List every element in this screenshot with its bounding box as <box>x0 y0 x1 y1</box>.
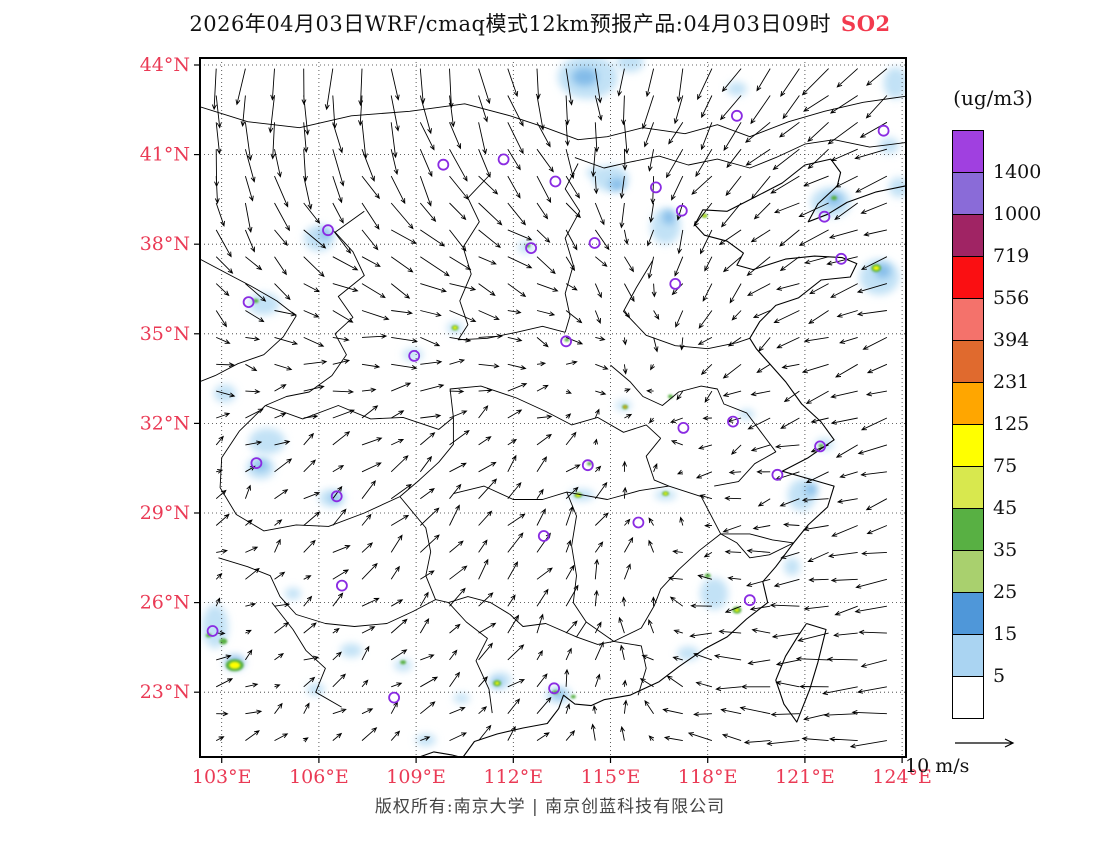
colorbar-cell <box>953 508 983 550</box>
city-marker-Fuzhou <box>743 594 756 607</box>
so2-shading-layer <box>202 58 906 746</box>
lat-label: 23°N <box>140 681 190 703</box>
city-marker-Chengdu <box>250 457 263 470</box>
colorbar-tick-label: 45 <box>993 497 1018 519</box>
colorbar-unit: (ug/m3) <box>953 86 1033 110</box>
colorbar-cell <box>953 466 983 508</box>
lat-label: 41°N <box>140 144 190 166</box>
lat-label: 35°N <box>140 323 190 345</box>
colorbar-cell <box>953 214 983 256</box>
colorbar-tick-label: 125 <box>993 413 1030 435</box>
colorbar-cell <box>953 131 983 172</box>
city-marker-Baotou <box>437 158 450 171</box>
city-marker-Shenyang <box>877 124 890 137</box>
lon-axis-labels: 103°E 106°E 109°E 112°E 115°E 118°E 121°E 124°E <box>192 766 932 788</box>
colorbar-cell <box>953 256 983 298</box>
city-marker-Kunming <box>206 625 219 637</box>
lon-label: 112°E <box>483 766 543 788</box>
lon-label: 124°E <box>872 766 932 788</box>
city-marker-Beijing <box>650 181 662 194</box>
colorbar-cell <box>953 634 983 676</box>
lat-label: 44°N <box>140 54 190 76</box>
lon-label: 115°E <box>581 766 641 788</box>
city-marker-Nanning <box>388 691 401 704</box>
city-marker-Taiyuan <box>525 242 537 255</box>
city-marker-Shanghai <box>814 440 826 453</box>
city-marker-Hohhot <box>497 153 510 166</box>
wind-scale-arrow <box>955 738 1015 748</box>
map-frame <box>194 57 907 763</box>
lon-label: 106°E <box>289 766 349 788</box>
lat-label: 32°N <box>140 412 190 434</box>
page-title: 2026年04月03日WRF/cmaq模式12km预报产品:04月03日09时 S… <box>0 8 1080 38</box>
lat-axis-labels: 44°N 41°N 38°N 35°N 32°N 29°N 26°N 23°N <box>140 54 190 703</box>
colorbar-tick-label: 15 <box>993 623 1018 645</box>
colorbar: 1400 1000 719 556 394 231 125 75 45 35 25 15 5 <box>952 130 1041 719</box>
colorbar-cell <box>953 382 983 424</box>
lon-label: 118°E <box>678 766 738 788</box>
city-marker-Guiyang <box>335 579 348 592</box>
colorbar-cell <box>953 172 983 214</box>
city-marker-Hangzhou <box>771 468 784 481</box>
colorbar-tick-label: 394 <box>993 329 1030 351</box>
wind-scale-label: 10 m/s <box>905 755 970 777</box>
lon-label: 103°E <box>192 766 252 788</box>
lat-label: 38°N <box>140 233 190 255</box>
city-marker-Chifeng <box>731 109 743 122</box>
colorbar-cell <box>953 676 983 718</box>
colorbar-tick-label: 719 <box>993 245 1030 267</box>
city-marker-Lanzhou <box>242 296 255 309</box>
lon-label: 109°E <box>386 766 446 788</box>
colorbar-tick-label: 25 <box>993 581 1018 603</box>
colorbar-tick-label: 1000 <box>993 203 1042 225</box>
lat-label: 26°N <box>140 592 190 614</box>
city-marker-Wuhan <box>581 459 594 472</box>
colorbar-tick-label: 5 <box>993 665 1006 687</box>
city-marker-Hefei <box>677 421 690 434</box>
colorbar-cell <box>953 340 983 382</box>
city-markers <box>206 109 890 704</box>
grid-lines <box>200 58 906 757</box>
city-marker-Shijiazhuang <box>588 237 601 249</box>
city-marker-Weihai <box>835 252 848 265</box>
copyright: 版权所有:南京大学 | 南京创蓝科技有限公司 <box>374 797 726 817</box>
city-marker-Zhengzhou <box>560 335 572 348</box>
wind-arrows-layer <box>211 68 888 749</box>
colorbar-tick-label: 75 <box>993 455 1018 477</box>
city-marker-Dalian <box>818 210 831 223</box>
colorbar-cell <box>953 550 983 592</box>
colorbar-tick-label: 1400 <box>993 161 1042 183</box>
city-marker-Changsha <box>537 530 550 542</box>
city-marker-Guangzhou <box>548 682 560 695</box>
city-marker-Tianjin <box>675 204 688 217</box>
city-marker-Jinan <box>669 277 682 290</box>
colorbar-cell <box>953 298 983 340</box>
city-marker-Chongqing <box>330 490 343 503</box>
colorbar-cell <box>953 592 983 634</box>
city-marker-Nanjing <box>727 415 739 428</box>
colorbar-tick-label: 231 <box>993 371 1030 393</box>
colorbar-tick-label: 556 <box>993 287 1030 309</box>
city-marker-Nanchang <box>632 516 645 529</box>
city-marker-Xian <box>408 349 421 362</box>
city-marker-Datong <box>549 175 562 188</box>
lon-label: 121°E <box>775 766 835 788</box>
colorbar-tick-label: 35 <box>993 539 1018 561</box>
city-marker-Yinchuan <box>322 224 334 237</box>
lat-label: 29°N <box>140 502 190 524</box>
wind-scale: 10 m/s <box>895 733 1035 781</box>
title-text: 2026年04月03日WRF/cmaq模式12km预报产品:04月03日09时 <box>189 12 832 36</box>
title-species: SO2 <box>841 11 891 36</box>
colorbar-cell <box>953 424 983 466</box>
